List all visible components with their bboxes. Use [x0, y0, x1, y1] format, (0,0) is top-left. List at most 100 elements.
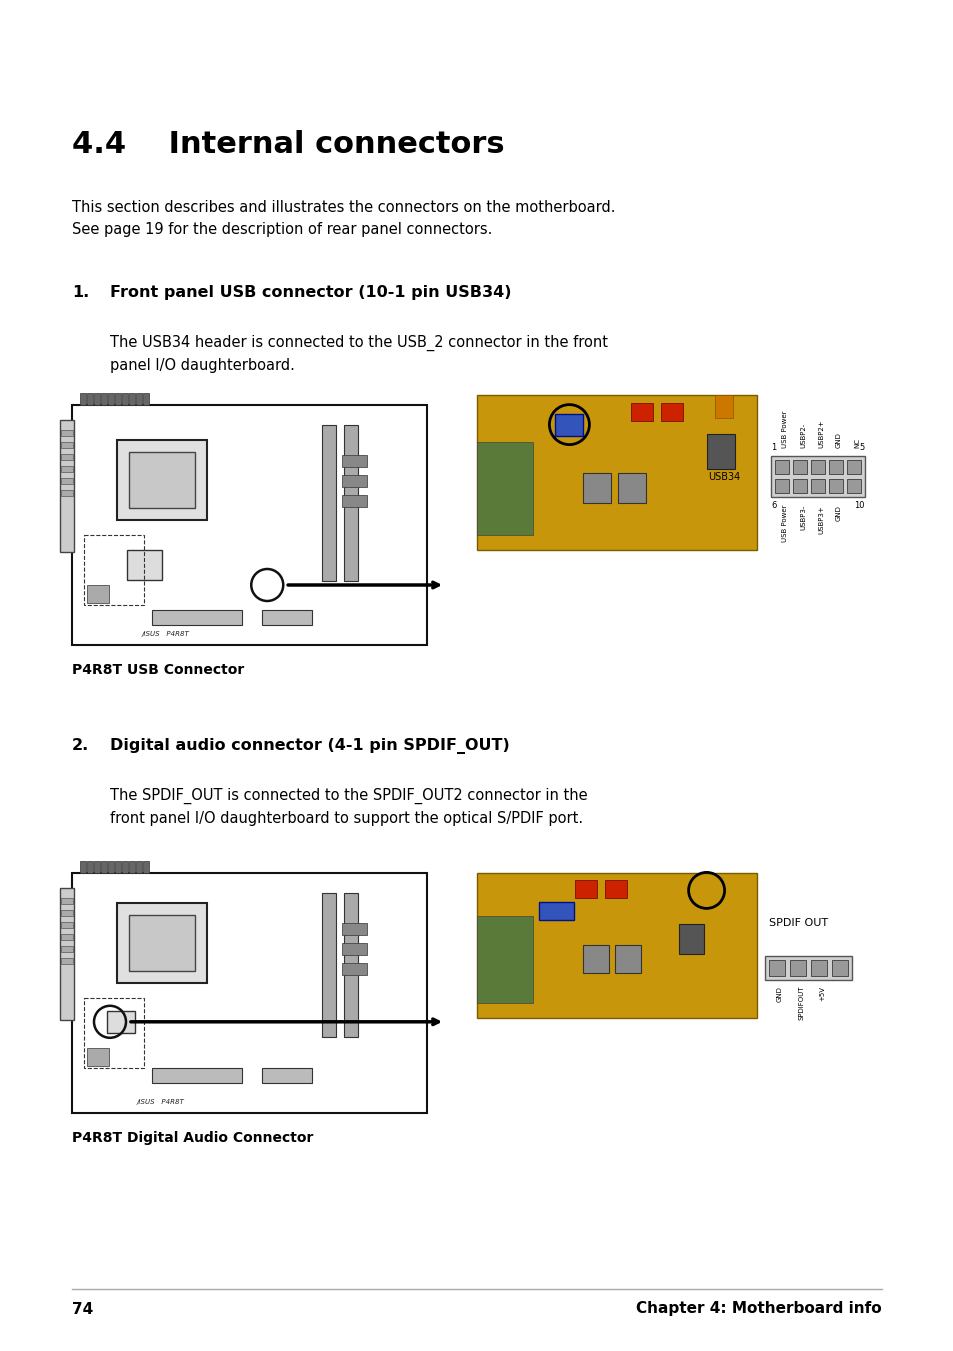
- Bar: [630, 403, 652, 420]
- Bar: [61, 442, 73, 449]
- Bar: [810, 459, 824, 474]
- Text: USBP3+: USBP3+: [817, 505, 823, 534]
- Text: P4R8T Digital Audio Connector: P4R8T Digital Audio Connector: [71, 1131, 313, 1146]
- Bar: [129, 861, 135, 873]
- Bar: [583, 946, 609, 974]
- Text: The USB34 header is connected to the USB_2 connector in the front
panel I/O daug: The USB34 header is connected to the USB…: [110, 335, 607, 373]
- Bar: [846, 480, 861, 493]
- Bar: [84, 535, 144, 605]
- Bar: [604, 881, 626, 898]
- Text: Front panel USB connector (10-1 pin USB34): Front panel USB connector (10-1 pin USB3…: [110, 285, 511, 300]
- Text: USB34: USB34: [707, 471, 740, 481]
- Bar: [143, 861, 149, 873]
- Bar: [831, 961, 847, 975]
- Bar: [61, 466, 73, 471]
- Bar: [476, 916, 533, 1004]
- Bar: [792, 480, 806, 493]
- Bar: [322, 426, 335, 581]
- Bar: [129, 453, 194, 508]
- Text: 4.4    Internal connectors: 4.4 Internal connectors: [71, 130, 504, 159]
- Bar: [87, 393, 92, 405]
- Bar: [61, 478, 73, 484]
- Bar: [618, 473, 646, 503]
- Bar: [61, 934, 73, 940]
- Bar: [61, 958, 73, 965]
- Text: 2.: 2.: [71, 738, 90, 753]
- Bar: [122, 393, 128, 405]
- Text: USB Power: USB Power: [781, 505, 787, 543]
- Text: 10: 10: [854, 501, 864, 509]
- Bar: [152, 611, 242, 626]
- Bar: [80, 393, 86, 405]
- Bar: [61, 454, 73, 459]
- Bar: [583, 473, 611, 503]
- Bar: [262, 1069, 312, 1084]
- Bar: [555, 413, 583, 435]
- Text: GND: GND: [835, 432, 841, 449]
- Text: The SPDIF_OUT is connected to the SPDIF_OUT2 connector in the
front panel I/O da: The SPDIF_OUT is connected to the SPDIF_…: [110, 788, 587, 827]
- Bar: [789, 961, 805, 975]
- Bar: [792, 459, 806, 474]
- Bar: [476, 442, 533, 535]
- Bar: [127, 550, 162, 580]
- Bar: [61, 946, 73, 952]
- Bar: [341, 963, 367, 975]
- Bar: [660, 403, 682, 420]
- Bar: [764, 957, 851, 979]
- Text: 1: 1: [770, 443, 776, 453]
- Text: SPDIF OUT: SPDIF OUT: [768, 917, 827, 928]
- Bar: [117, 440, 207, 520]
- Bar: [108, 861, 113, 873]
- Bar: [770, 457, 864, 497]
- Text: NC: NC: [853, 438, 859, 449]
- Bar: [101, 861, 107, 873]
- Bar: [61, 430, 73, 436]
- Bar: [129, 915, 194, 971]
- Bar: [61, 898, 73, 904]
- Bar: [846, 459, 861, 474]
- Bar: [768, 961, 784, 975]
- Bar: [341, 494, 367, 507]
- Bar: [87, 585, 109, 603]
- Bar: [810, 961, 826, 975]
- Bar: [117, 902, 207, 984]
- Bar: [71, 405, 427, 644]
- Bar: [61, 490, 73, 496]
- Bar: [476, 394, 757, 550]
- Bar: [87, 1048, 109, 1066]
- Text: Chapter 4: Motherboard info: Chapter 4: Motherboard info: [636, 1301, 882, 1316]
- Bar: [108, 393, 113, 405]
- Bar: [84, 998, 144, 1069]
- Bar: [94, 393, 100, 405]
- Text: GND: GND: [835, 505, 841, 521]
- Text: /ISUS   P4R8T: /ISUS P4R8T: [142, 631, 190, 638]
- Text: USBP2+: USBP2+: [817, 419, 823, 449]
- Text: Digital audio connector (4-1 pin SPDIF_OUT): Digital audio connector (4-1 pin SPDIF_O…: [110, 738, 509, 754]
- Bar: [344, 893, 357, 1038]
- Bar: [828, 459, 842, 474]
- Bar: [828, 480, 842, 493]
- Text: 6: 6: [770, 501, 776, 509]
- Bar: [122, 861, 128, 873]
- Bar: [136, 393, 142, 405]
- Bar: [678, 924, 703, 954]
- Text: 74: 74: [71, 1301, 93, 1316]
- Bar: [87, 861, 92, 873]
- Text: /ISUS   P4R8T: /ISUS P4R8T: [137, 1098, 185, 1105]
- Text: SPDIFOUT: SPDIFOUT: [797, 986, 803, 1020]
- Bar: [71, 873, 427, 1113]
- Bar: [341, 476, 367, 486]
- Bar: [60, 420, 74, 553]
- Text: USBP3-: USBP3-: [800, 505, 805, 531]
- Bar: [101, 393, 107, 405]
- Text: 5: 5: [859, 443, 864, 453]
- Text: 1.: 1.: [71, 285, 90, 300]
- Bar: [774, 480, 788, 493]
- Bar: [615, 946, 640, 974]
- Bar: [136, 861, 142, 873]
- Bar: [61, 921, 73, 928]
- Bar: [810, 480, 824, 493]
- Bar: [322, 893, 335, 1038]
- Bar: [107, 1011, 135, 1034]
- Text: P4R8T USB Connector: P4R8T USB Connector: [71, 663, 244, 677]
